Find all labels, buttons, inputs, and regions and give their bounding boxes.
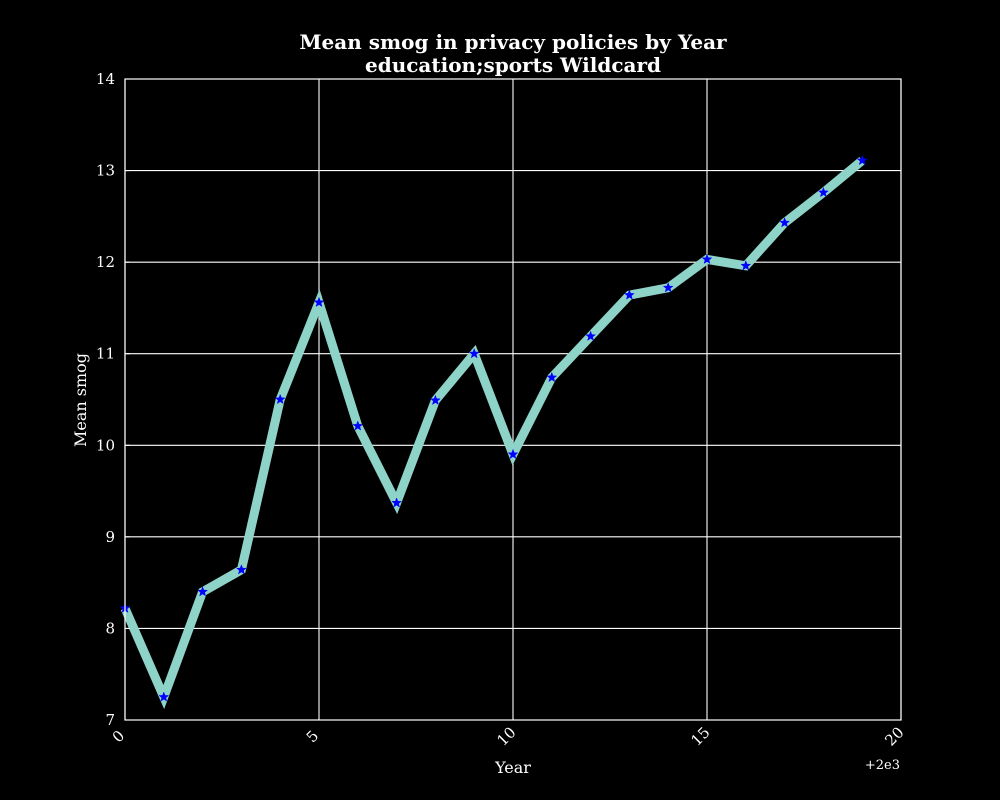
- y-tick-label: 10: [96, 436, 115, 454]
- chart-title: Mean smog in privacy policies by Year: [299, 30, 727, 54]
- data-point-marker: [856, 154, 868, 166]
- data-point-marker: [313, 296, 325, 308]
- data-point-marker: [662, 282, 674, 293]
- x-axis-offset-label: +2e3: [865, 758, 900, 773]
- y-tick-label: 14: [96, 70, 115, 88]
- series-line: [120, 157, 866, 710]
- data-point-marker: [817, 186, 829, 198]
- y-tick-label: 12: [96, 253, 115, 271]
- data-point-marker: [623, 289, 635, 300]
- data-point-marker: [546, 371, 558, 383]
- y-tick-label: 8: [105, 619, 115, 637]
- y-tick-label: 13: [96, 162, 115, 180]
- data-point-marker: [507, 448, 519, 460]
- data-point-marker: [158, 691, 170, 702]
- y-tick-label: 11: [96, 345, 115, 363]
- y-tick-label: 9: [105, 528, 115, 546]
- data-point-marker: [274, 393, 286, 405]
- data-point-marker: [429, 394, 441, 406]
- data-point-marker: [585, 330, 597, 341]
- data-point-marker: [468, 347, 480, 359]
- x-axis-label: Year: [494, 758, 531, 777]
- data-point-marker: [740, 260, 752, 271]
- data-point-marker: [197, 586, 209, 597]
- y-tick-label: 7: [105, 711, 115, 729]
- data-point-marker: [352, 420, 364, 431]
- data-point-marker: [779, 217, 791, 228]
- data-point-marker: [701, 253, 713, 265]
- series-layer: [119, 154, 868, 710]
- y-axis-label: Mean smog: [71, 353, 90, 447]
- data-point-marker: [391, 497, 403, 508]
- data-point-marker: [235, 564, 247, 575]
- chart-subtitle: education;sports Wildcard: [365, 53, 661, 77]
